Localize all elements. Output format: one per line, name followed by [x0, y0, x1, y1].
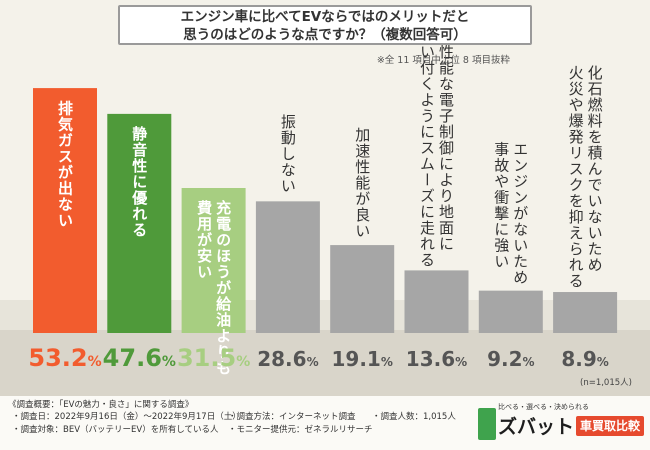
category-label-2: 静音性に優れる	[130, 125, 148, 238]
survey-count: ・調査人数：1,015人	[372, 412, 456, 422]
bar-1	[33, 88, 97, 333]
value-label-6: 13.6%	[406, 347, 467, 371]
footer: 《調査概要：「EVの魅力・良さ」に関する調査》 ・調査日：2022年9月16日（…	[0, 396, 650, 450]
value-label-3: 31.5%	[177, 344, 250, 372]
bar-7	[478, 290, 543, 333]
bar-5	[330, 245, 395, 333]
logo-name: ズバット	[498, 416, 575, 438]
category-label-8: 化石燃料を積んでいないため火災や爆発リスクを抑えられる	[567, 65, 604, 289]
survey-method: ・調査方法：インターネット調査	[228, 412, 356, 422]
survey-provider: ・モニター提供元：ゼネラルリサーチ	[228, 425, 373, 435]
background-cityscape	[0, 300, 650, 396]
value-label-4: 28.6%	[257, 347, 318, 371]
value-label-7: 9.2%	[487, 347, 534, 371]
survey-period: ・調査日：2022年9月16日（金）～2022年9月17日（土）	[12, 412, 241, 422]
survey-title: 《調査概要：「EVの魅力・良さ」に関する調査》	[8, 400, 194, 410]
bar-3	[181, 187, 246, 333]
logo-icon	[478, 408, 496, 440]
survey-target: ・調査対象：BEV（バッテリーEV）を所有している人	[12, 425, 219, 435]
category-label-3: 充電のほうが給油よりも費用が安い	[195, 199, 232, 376]
value-label-2: 47.6%	[103, 344, 176, 372]
value-label-5: 19.1%	[332, 347, 393, 371]
bar-4	[255, 201, 320, 333]
bar-6	[404, 270, 469, 333]
logo-badge: 車買取比較	[576, 416, 644, 436]
selection-note: ※全 11 項目中上位 8 項目抜粋	[376, 55, 510, 66]
category-label-1: 排気ガスが出ない	[56, 99, 74, 228]
bar-2	[107, 113, 172, 334]
category-label-5: 加速性能が良い	[353, 127, 371, 239]
value-label-1: 53.2%	[28, 344, 101, 372]
value-labels-group: 53.2% 47.6% 31.5% 28.6% 19.1% 13.6% 9.2% 8.9%	[28, 344, 608, 372]
value-label-8: 8.9%	[561, 347, 608, 371]
logo-tagline: 比べる・選べる・決められる	[498, 403, 589, 411]
bar-8	[553, 292, 618, 333]
title-line-1: エンジン車に比べてEVならではのメリットだと	[180, 9, 470, 25]
category-label-7: エンジンがないため事故や衝撃に強い	[492, 141, 529, 285]
category-label-4: 振動しない	[279, 114, 297, 194]
category-label-6: 高性能な電子制御により地面に吸い付くようにスムーズに走れる	[418, 28, 455, 268]
sample-size-note: (n=1,015人)	[580, 378, 632, 388]
title-line-2: 思うのはどのような点ですか？（複数回答可）	[183, 27, 467, 43]
chart-title: エンジン車に比べてEVならではのメリットだと 思うのはどのような点ですか？（複数…	[118, 5, 532, 45]
